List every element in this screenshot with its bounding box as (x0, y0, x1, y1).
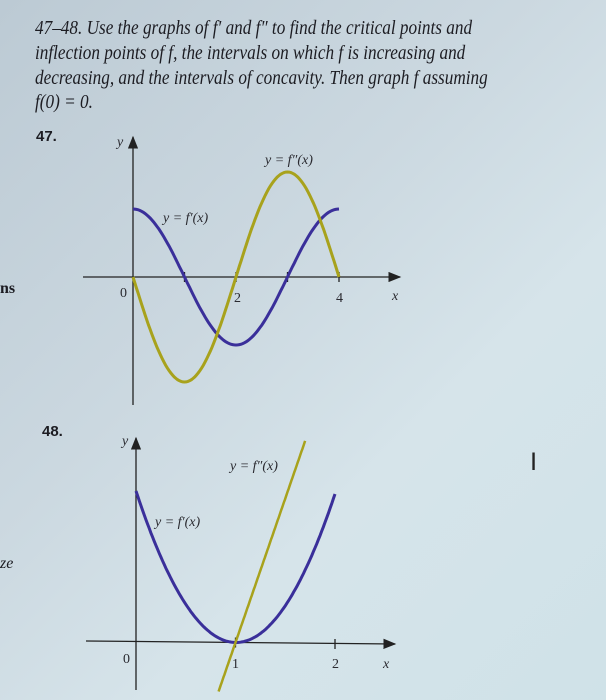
problem-line-3: decreasing, and the intervals of concavi… (35, 67, 488, 89)
problem-48-number: 48. (42, 423, 63, 440)
origin-label: 0 (120, 286, 127, 301)
problem-line-2: inflection points of f, the intervals on… (35, 42, 466, 64)
graph-48: y x 0 1 2 y = f″(x) y = f′(x) (85, 434, 397, 692)
f-prime-curve (132, 207, 340, 347)
x-axis-label: x (382, 657, 390, 672)
f-prime-label: y = f′(x) (161, 211, 208, 226)
tick-label-2: 2 (234, 291, 241, 306)
f-prime-curve (134, 490, 337, 644)
f-double-prime-curve (217, 440, 307, 692)
tick-label-1: 1 (232, 657, 239, 672)
graph-47: y x 0 2 4 y = f″(x) y = f′(x) (83, 135, 402, 405)
margin-text-bottom: ze (0, 555, 14, 572)
x-axis-label: x (391, 289, 399, 304)
margin-text-top: ns (0, 280, 16, 297)
tick-label-4: 4 (336, 291, 343, 306)
y-axis-label: y (120, 434, 129, 449)
f-double-prime-curve (131, 170, 341, 384)
problem-47-number: 47. (36, 128, 57, 145)
tick-label-2: 2 (332, 657, 339, 672)
f-prime-label: y = f′(x) (153, 515, 200, 530)
problem-line-1: 47–48. Use the graphs of f′ and f″ to fi… (35, 17, 473, 39)
problem-line-4: f(0) = 0. (35, 91, 93, 113)
f-double-prime-label: y = f″(x) (228, 459, 278, 474)
y-axis-label: y (115, 135, 124, 150)
text-cursor-icon: I (530, 448, 538, 476)
origin-label: 0 (123, 652, 130, 667)
f-double-prime-label: y = f″(x) (263, 153, 313, 168)
